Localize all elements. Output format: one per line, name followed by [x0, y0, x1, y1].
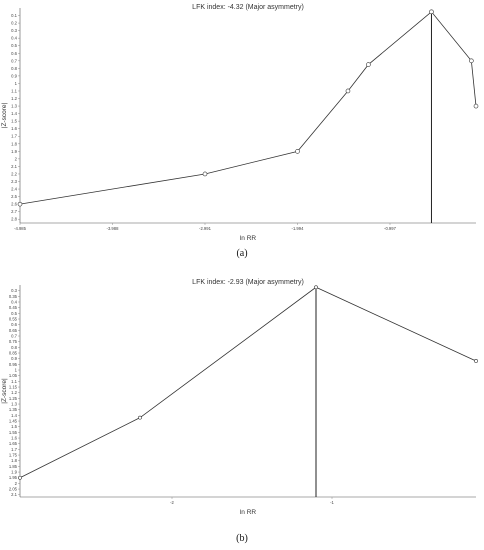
chart-a-x-tick-label: -3.988: [107, 226, 120, 231]
chart-a-data-point: [473, 103, 479, 109]
chart-b-y-tick-label: 0.95: [9, 362, 18, 367]
chart-a-y-tick-label: 2.6: [11, 202, 17, 207]
chart-a-y-tick-label: 0.7: [11, 58, 17, 63]
chart-a-data-point: [469, 58, 474, 64]
chart-a-y-tick-label: 1.2: [11, 96, 17, 101]
caption-a: (a): [236, 248, 248, 259]
chart-b-y-tick-label: 0.9: [11, 356, 17, 361]
chart-b-y-tick-label: 1.1: [11, 379, 17, 384]
chart-a-y-tick-label: 2.3: [11, 179, 17, 184]
chart-b-y-tick-label: 1.2: [11, 390, 17, 395]
chart-b-y-tick-label: 0.65: [9, 328, 18, 333]
chart-a-y-tick-label: 1.9: [11, 149, 17, 154]
chart-a-x-tick-label: -0.997: [384, 226, 397, 231]
chart-b-data-point: [474, 359, 478, 363]
chart-a-x-tick-label: -2.991: [199, 226, 212, 231]
chart-a-y-tick-label: 0.1: [11, 13, 17, 18]
chart-b-y-tick-label: 1.6: [11, 436, 17, 441]
chart-b-x-tick-label: -1: [330, 500, 334, 505]
caption-b: (b): [236, 533, 248, 544]
chart-a-y-tick-label: 0.8: [11, 66, 17, 71]
chart-b-y-tick-label: 1.4: [11, 413, 17, 418]
chart-a-y-tick-label: 2.8: [11, 217, 17, 222]
chart-b-y-tick-label: 0.45: [9, 305, 18, 310]
chart-b-y-tick-label: 1.25: [9, 396, 18, 401]
chart-a-y-tick-label: 0.2: [11, 21, 17, 26]
chart-a-y-tick-label: 0.9: [11, 73, 17, 78]
chart-panel-b: LFK index: -2.93 (Major asymmetry) 0.3 0.3…: [0, 272, 484, 516]
chart-b-y-tick-label: 0.85: [9, 351, 18, 356]
chart-a-title: LFK index: -4.32 (Major asymmetry): [192, 4, 304, 11]
chart-b-series-line: [19, 286, 477, 479]
chart-a-data-point: [295, 149, 300, 154]
chart-a-y-tick-label: 2.2: [11, 171, 17, 176]
chart-a-y-tick-label: 1.5: [11, 119, 17, 124]
chart-b-y-tick-label: 1.75: [9, 453, 18, 458]
chart-b-y-tick-label: 1.65: [9, 441, 18, 446]
chart-b-y-tick-label: 0.35: [9, 294, 18, 299]
chart-b-y-tick-label: 1.55: [9, 430, 18, 435]
chart-b-y-tick-label: 1.9: [11, 470, 17, 475]
chart-a-x-tick-label: -1.994: [292, 226, 305, 231]
chart-b-y-tick-label: 1: [15, 368, 18, 373]
chart-b-x-tick-label: -2: [170, 500, 174, 505]
chart-a-y-tick-label: 0.6: [11, 51, 17, 56]
chart-b-y-axis-label: |Z-score|: [1, 378, 8, 404]
chart-b-y-tick-label: 1.7: [11, 447, 17, 452]
chart-a-svg: LFK index: -4.32 (Major asymmetry) 0.1 0.2…: [1, 4, 479, 242]
chart-b-y-tick-label: 1.85: [9, 464, 18, 469]
chart-b-y-tick-label: 0.5: [11, 311, 17, 316]
chart-b-y-tick-label: 1.5: [11, 424, 17, 429]
chart-b-y-tick-label: 1.95: [9, 475, 18, 480]
chart-a-y-tick-label: 1.7: [11, 134, 17, 139]
chart-a-y-tick-label: 1.3: [11, 104, 17, 109]
chart-a-data-point: [202, 171, 208, 177]
chart-b-data-point: [138, 415, 142, 420]
chart-b-y-tick-label: 1.35: [9, 407, 18, 412]
chart-a-y-tick-label: 1.1: [11, 88, 17, 93]
chart-a-x-axis-label: ln RR: [240, 235, 257, 242]
chart-a-y-tick-label: 2: [15, 156, 18, 161]
chart-a-y-tick-label: 0.4: [11, 36, 17, 41]
chart-b-svg: LFK index: -2.93 (Major asymmetry) 0.30.3…: [1, 279, 478, 516]
chart-panel-a: LFK index: -4.32 (Major asymmetry) 0.1 0.2…: [0, 0, 484, 242]
chart-b-y-tick-label: 0.8: [11, 345, 17, 350]
chart-a-y-tick-label: 0.3: [11, 28, 17, 33]
chart-b-y-tick-label: 1.05: [9, 373, 18, 378]
chart-b-data-point: [18, 475, 22, 480]
chart-b-title: LFK index: -2.93 (Major asymmetry): [192, 279, 304, 286]
chart-a-y-tick-label: 1.6: [11, 126, 17, 131]
chart-b-y-tick-label: 1.8: [11, 458, 17, 463]
chart-b-y-tick-label: 2.1: [11, 492, 17, 497]
chart-a-data-point: [429, 9, 434, 15]
chart-a-data-point: [345, 88, 351, 94]
chart-b-data-point: [314, 285, 318, 290]
chart-b-y-tick-label: 0.6: [11, 322, 17, 327]
chart-b-y-tick-label: 0.7: [11, 334, 17, 339]
chart-b-y-tick-label: 1.15: [9, 385, 18, 390]
chart-a-y-tick-label: 2.1: [11, 164, 17, 169]
chart-a-y-tick-label: 2.5: [11, 194, 17, 199]
chart-a-y-tick-label: 2.4: [11, 187, 17, 192]
chart-b-y-tick-label: 0.4: [11, 300, 17, 305]
chart-a-y-axis-label: |Z-score|: [1, 102, 8, 128]
chart-a-series-line: [19, 11, 477, 205]
chart-a-x-tick-label: -4.985: [14, 226, 27, 231]
chart-a-y-tick-label: 1.8: [11, 141, 17, 146]
chart-a-data-point: [366, 62, 371, 67]
chart-b-y-tick-label: 0.55: [9, 317, 18, 322]
chart-a-y-tick-label: 0.5: [11, 43, 17, 48]
chart-b-y-tick-label: 2: [15, 481, 18, 486]
chart-b-y-tick-label: 1.3: [11, 402, 17, 407]
chart-a-y-tick-label: 2.7: [11, 209, 17, 214]
chart-b-y-tick-label: 0.75: [9, 339, 18, 344]
chart-b-x-axis-label: ln RR: [240, 509, 257, 516]
chart-a-y-tick-label: 1: [15, 81, 18, 86]
chart-b-y-tick-label: 0.3: [11, 288, 17, 293]
chart-a-y-tick-label: 1.4: [11, 111, 17, 116]
chart-b-y-tick-label: 2.05: [9, 487, 18, 492]
chart-b-y-tick-label: 1.45: [9, 419, 18, 424]
chart-a-data-point: [17, 201, 23, 207]
